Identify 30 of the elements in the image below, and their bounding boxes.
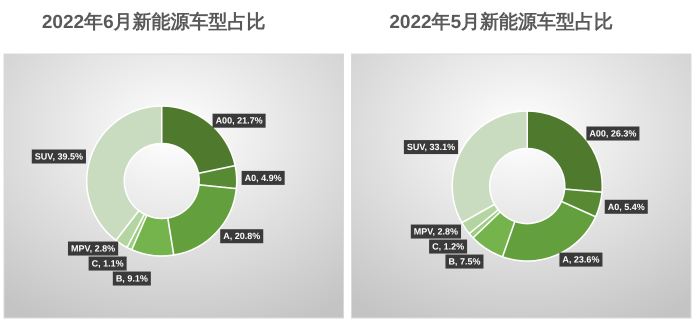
data-label: SUV, 33.1% <box>404 140 458 154</box>
data-label: A0, 4.9% <box>242 170 285 185</box>
slice-label: SUV, 33.1% <box>406 142 456 152</box>
slice-label: A00, 26.3% <box>589 128 636 139</box>
data-label: C, 1.2% <box>429 240 468 254</box>
data-label: SUV, 39.5% <box>32 150 86 164</box>
data-label: MPV, 2.8% <box>410 224 461 239</box>
data-label: C, 1.1% <box>88 256 127 271</box>
slice-label: A, 20.8% <box>223 231 260 242</box>
slice-label: C, 1.1% <box>92 258 124 269</box>
slice-label: A, 23.6% <box>562 254 600 265</box>
data-label: MPV, 2.8% <box>68 242 118 256</box>
slice-label: B, 7.5% <box>448 256 480 267</box>
slice-label: SUV, 39.5% <box>34 152 83 162</box>
slice-label: MPV, 2.8% <box>70 244 116 254</box>
slice-label: A0, 4.9% <box>244 172 282 183</box>
slice-label: A0, 5.4% <box>608 202 645 212</box>
data-label: A00, 26.3% <box>586 126 640 141</box>
chart-title: 2022年5月新能源车型占比 <box>389 11 614 33</box>
chart-title: 2022年6月新能源车型占比 <box>42 11 266 33</box>
data-label: B, 9.1% <box>112 272 151 286</box>
slice-label: B, 9.1% <box>116 274 148 284</box>
slice-label: MPV, 2.8% <box>414 226 458 237</box>
slice-label: C, 1.2% <box>432 242 464 252</box>
slice-label: A00, 21.7% <box>216 116 263 126</box>
data-label: A, 20.8% <box>220 229 264 244</box>
data-label: B, 7.5% <box>445 254 484 269</box>
data-label: A, 23.6% <box>559 252 602 267</box>
data-label: A00, 21.7% <box>212 114 266 128</box>
data-label: A0, 5.4% <box>604 200 648 214</box>
